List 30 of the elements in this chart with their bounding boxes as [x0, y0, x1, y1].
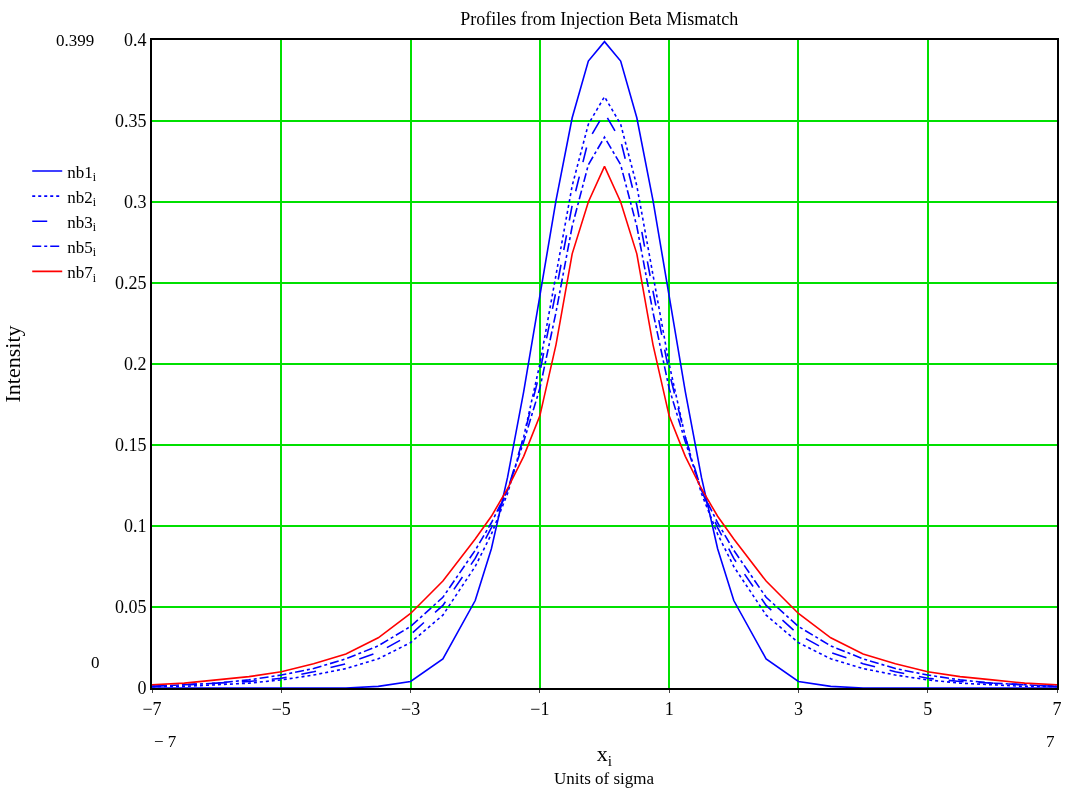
y-tick-label: 0.3: [123, 192, 147, 213]
y-tick-label: 0.25: [114, 273, 147, 294]
text: − 7: [154, 732, 177, 751]
x-tick-label: 3: [793, 698, 803, 719]
x-axis-title: x$_{i}$: [596, 741, 613, 769]
x-tick-label: 1: [664, 698, 674, 719]
x-tick-label: 5: [923, 698, 933, 719]
y-axis-title: Intensity: [0, 325, 25, 403]
x-tick-label: −3: [400, 698, 421, 719]
x-tick-label: −5: [271, 698, 291, 719]
x-tick-label: −7: [142, 698, 162, 719]
legend-label: nb2$_{i}$: [67, 187, 97, 210]
x-tick-label: 7: [1052, 698, 1062, 719]
text: 0.399: [56, 31, 95, 50]
text: 7: [1046, 732, 1055, 751]
legend-label: nb3$_{i}$: [67, 212, 97, 235]
legend-label: nb1$_{i}$: [67, 162, 97, 185]
text: Units of sigma: [554, 769, 655, 788]
y-tick-label: 0.35: [114, 111, 147, 132]
legend-label: nb5$_{i}$: [67, 237, 97, 260]
y-tick-label: 0.4: [123, 30, 147, 51]
y-tick-label: 0.15: [114, 435, 147, 456]
y-tick-label: 0.1: [123, 516, 147, 537]
y-tick-label: 0: [137, 678, 147, 699]
x-tick-label: −1: [530, 698, 550, 719]
y-tick-label: 0.2: [123, 354, 147, 375]
legend-label: nb7$_{i}$: [67, 263, 97, 285]
y-tick-label: 0.05: [114, 597, 147, 618]
chart-title: Profiles from Injection Beta Mismatch: [460, 8, 739, 29]
text: 0: [91, 653, 100, 672]
